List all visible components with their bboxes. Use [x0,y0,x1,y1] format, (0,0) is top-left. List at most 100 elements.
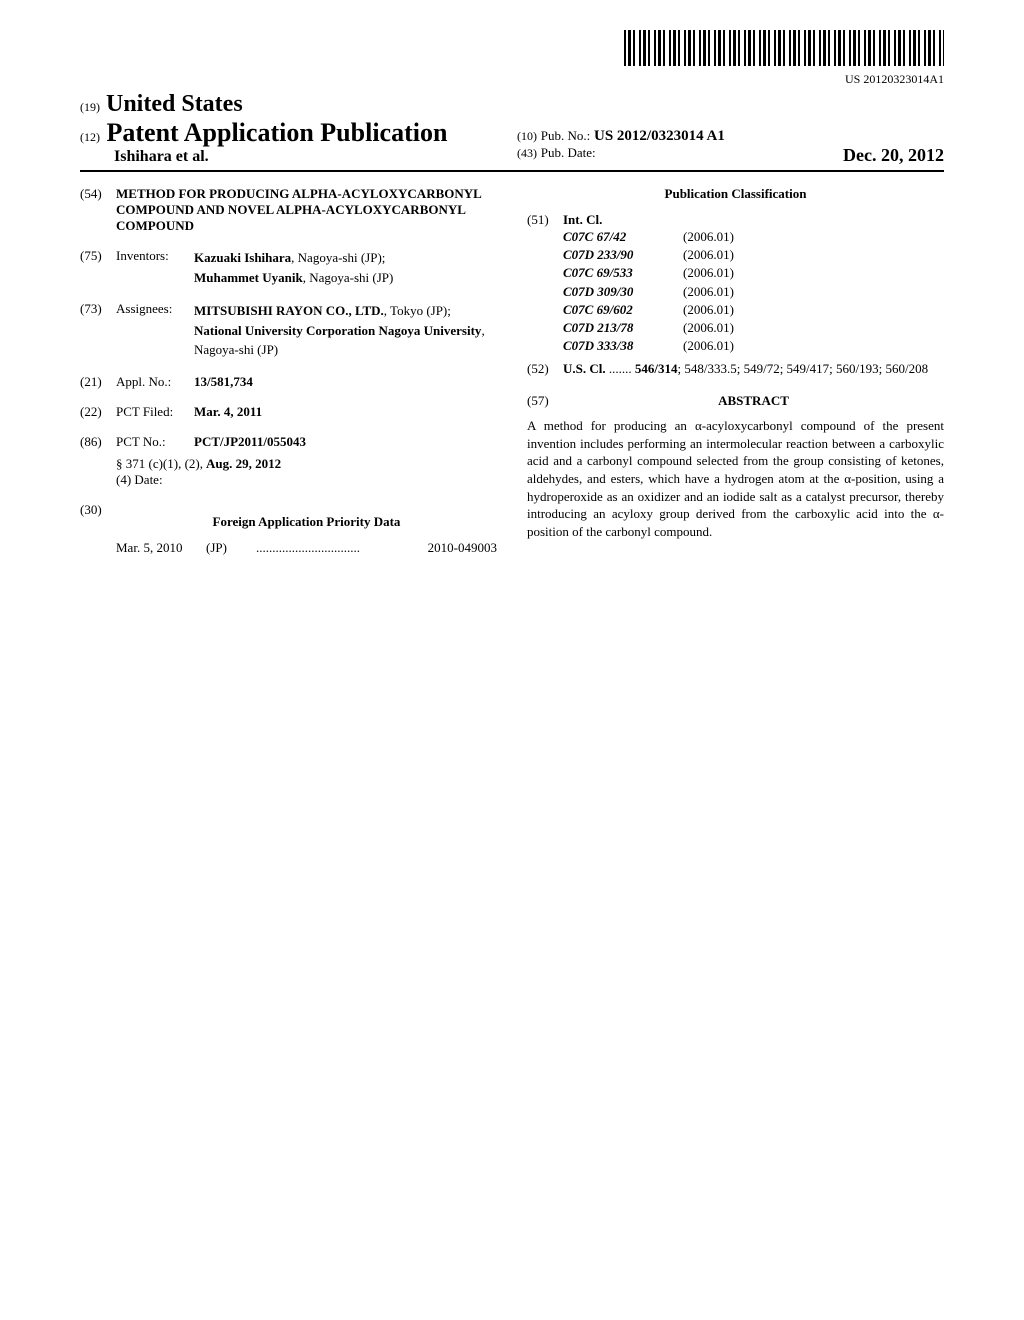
cl-year: (2006.01) [683,337,734,355]
country-name: United States [106,91,243,117]
assignees-code: (73) [80,301,116,360]
barcode-section: US 20120323014A1 [80,30,944,87]
inventor-1-name: Kazuaki Ishihara [194,250,291,265]
abstract-code: (57) [527,393,563,417]
cl-year: (2006.01) [683,319,734,337]
pub-date-value: Dec. 20, 2012 [843,145,944,166]
cl-code: C07D 233/90 [563,246,683,264]
pub-no-prefix: (10) [517,129,537,143]
us-cl-section: (52) U.S. Cl. ....... 546/314; 548/333.5… [527,361,944,377]
pub-no-value: US 2012/0323014 A1 [594,128,725,144]
foreign-number: 2010-049003 [397,540,497,556]
cl-row: C07D 213/78 (2006.01) [563,319,944,337]
title-code: (54) [80,186,116,234]
appl-no-value: 13/581,734 [194,374,497,390]
foreign-row: Mar. 5, 2010 (JP) ......................… [116,540,497,556]
pub-no-label: Pub. No.: [541,128,590,143]
pct-date-row: § 371 (c)(1), (2), (4) Date: Aug. 29, 20… [80,456,497,488]
assignees-label: Assignees: [116,301,194,360]
us-cl-first: 546/314 [635,361,678,376]
cl-code: C07C 69/602 [563,301,683,319]
pct-filed-code: (22) [80,404,116,420]
publication-title: Patent Application Publication [107,118,448,147]
publication-title-line: (12) Patent Application Publication [80,118,507,148]
cl-row: C07C 67/42 (2006.01) [563,228,944,246]
cl-row: C07C 69/533 (2006.01) [563,264,944,282]
barcode-image [624,30,944,66]
inventors-value: Kazuaki Ishihara, Nagoya-shi (JP); Muham… [194,248,497,287]
header-right: (10) Pub. No.: US 2012/0323014 A1 (43) P… [507,128,944,166]
assignee-2: National University Corporation Nagoya U… [194,323,481,338]
int-cl-label: Int. Cl. [563,212,602,228]
cl-code: C07D 333/38 [563,337,683,355]
foreign-country: (JP) [206,540,256,556]
pub-date-line: (43) Pub. Date: Dec. 20, 2012 [517,145,944,162]
cl-year: (2006.01) [683,264,734,282]
cl-code: C07D 309/30 [563,283,683,301]
inventors-row: (75) Inventors: Kazuaki Ishihara, Nagoya… [80,248,497,287]
right-column: Publication Classification (51) Int. Cl.… [527,186,944,556]
pub-no-line: (10) Pub. No.: US 2012/0323014 A1 [517,128,944,145]
int-cl-code: (51) [527,212,563,228]
foreign-date: Mar. 5, 2010 [116,540,206,556]
foreign-header: Foreign Application Priority Data [116,514,497,530]
pct-date-spacer [80,456,116,488]
assignees-row: (73) Assignees: MITSUBISHI RAYON CO., LT… [80,301,497,360]
pct-no-code: (86) [80,434,116,450]
int-cl-header-row: (51) Int. Cl. [527,212,944,228]
cl-row: C07C 69/602 (2006.01) [563,301,944,319]
cl-code: C07D 213/78 [563,319,683,337]
barcode-text: US 20120323014A1 [80,72,944,87]
header-row: (19) United States (12) Patent Applicati… [80,91,944,172]
us-cl-rest: ; 548/333.5; 549/72; 549/417; 560/193; 5… [678,361,929,376]
inventors-code: (75) [80,248,116,287]
inventor-2-name: Muhammet Uyanik [194,270,303,285]
cl-year: (2006.01) [683,228,734,246]
appl-no-code: (21) [80,374,116,390]
authors-line: Ishihara et al. [114,148,507,166]
inventor-2-loc: , Nagoya-shi (JP) [303,270,394,285]
main-columns: (54) METHOD FOR PRODUCING ALPHA-ACYLOXYC… [80,186,944,556]
title-value: METHOD FOR PRODUCING ALPHA-ACYLOXYCARBON… [116,186,497,234]
abstract-header-row: (57) ABSTRACT [527,393,944,417]
pct-filed-label: PCT Filed: [116,404,194,420]
cl-year: (2006.01) [683,246,734,264]
pct-filed-value: Mar. 4, 2011 [194,404,497,420]
cl-row: C07D 233/90 (2006.01) [563,246,944,264]
cl-code: C07C 67/42 [563,228,683,246]
foreign-code: (30) [80,502,116,540]
cl-year: (2006.01) [683,301,734,319]
cl-code: C07C 69/533 [563,264,683,282]
us-cl-code: (52) [527,361,563,377]
classification-header: Publication Classification [527,186,944,202]
assignee-1-loc: , Tokyo (JP); [384,303,451,318]
inventors-label: Inventors: [116,248,194,287]
pct-no-row: (86) PCT No.: PCT/JP2011/055043 [80,434,497,450]
assignees-value: MITSUBISHI RAYON CO., LTD., Tokyo (JP); … [194,301,497,360]
inventor-1-loc: , Nagoya-shi (JP); [291,250,385,265]
us-cl-label: U.S. Cl. [563,361,606,376]
cl-row: C07D 333/38 (2006.01) [563,337,944,355]
title-row: (54) METHOD FOR PRODUCING ALPHA-ACYLOXYC… [80,186,497,234]
country-line: (19) United States [80,91,507,118]
left-column: (54) METHOD FOR PRODUCING ALPHA-ACYLOXYC… [80,186,497,556]
cl-year: (2006.01) [683,283,734,301]
pct-filed-row: (22) PCT Filed: Mar. 4, 2011 [80,404,497,420]
pct-date-label: § 371 (c)(1), (2), (4) Date: [116,456,206,488]
appl-no-row: (21) Appl. No.: 13/581,734 [80,374,497,390]
us-cl-dots: ....... [609,361,632,376]
foreign-dots: ................................ [256,540,397,556]
pct-date-value: Aug. 29, 2012 [206,456,497,488]
pub-date-label: Pub. Date: [541,145,596,160]
abstract-header: ABSTRACT [563,393,944,409]
pct-no-value: PCT/JP2011/055043 [194,434,497,450]
cl-row: C07D 309/30 (2006.01) [563,283,944,301]
assignee-1: MITSUBISHI RAYON CO., LTD. [194,303,384,318]
pub-prefix: (12) [80,130,100,144]
appl-no-label: Appl. No.: [116,374,194,390]
pub-date-prefix: (43) [517,146,537,160]
country-prefix: (19) [80,100,100,114]
header-left: (19) United States (12) Patent Applicati… [80,91,507,166]
pct-no-label: PCT No.: [116,434,194,450]
foreign-section: (30) Foreign Application Priority Data M… [80,502,497,556]
